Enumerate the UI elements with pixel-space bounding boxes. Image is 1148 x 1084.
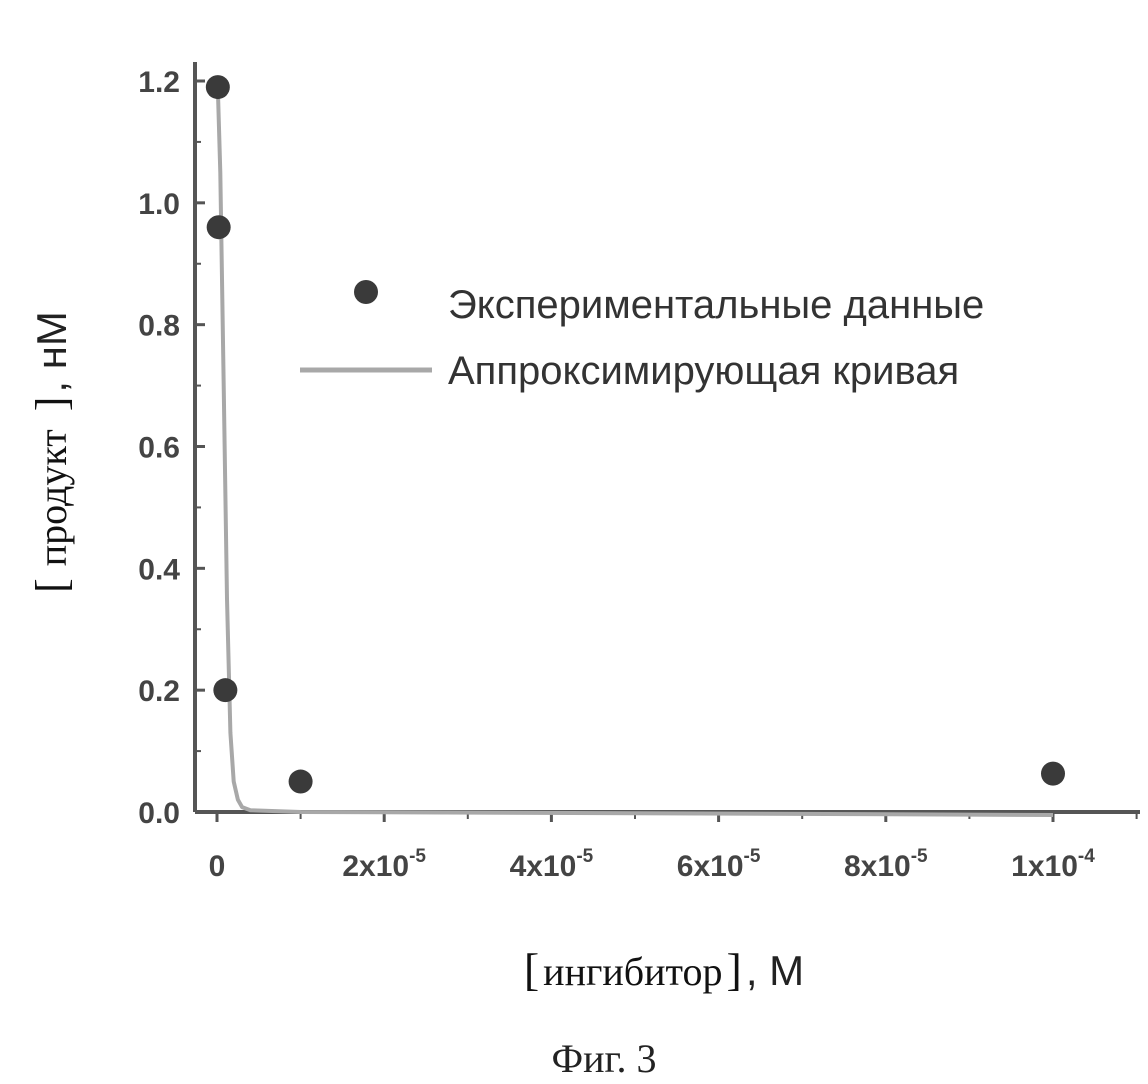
y-tick-label: 0.0: [138, 797, 180, 830]
fit-curve-group: [218, 87, 1053, 815]
x-tick-label: 0: [209, 850, 226, 883]
fit-curve: [218, 87, 1053, 815]
data-point: [289, 770, 313, 794]
y-label-unit: , нМ: [28, 311, 75, 393]
y-tick-label: 0.8: [138, 310, 180, 343]
x-tick-label: 1x10-4: [1011, 846, 1095, 883]
x-label-bracket-open: [: [524, 944, 539, 995]
x-tick-label: 2x10-5: [342, 846, 426, 883]
y-tick-label: 1.0: [138, 188, 180, 221]
y-tick-label: 0.6: [138, 432, 180, 465]
y-tick-label: 0.2: [138, 675, 180, 708]
y-tick-label: 1.2: [138, 66, 180, 99]
x-axis-label: [ ингибитор ] , М: [524, 944, 804, 995]
x-label-bracket-close: ]: [727, 944, 742, 995]
x-tick-label: 4x10-5: [510, 846, 594, 883]
y-label-name: продукт: [30, 429, 75, 566]
x-label-unit: , М: [746, 947, 804, 994]
x-label-name: ингибитор: [543, 949, 722, 994]
y-tick-label: 0.4: [138, 553, 180, 586]
figure-caption: Фиг. 3: [552, 1036, 657, 1081]
legend-label-line: Аппроксимирующая кривая: [448, 349, 959, 393]
y-axis-label: [ продукт ] , нМ: [27, 311, 76, 593]
y-label-bracket-open: [: [27, 578, 76, 593]
data-point: [213, 678, 237, 702]
data-points-group: [206, 75, 1065, 793]
x-tick-label: 6x10-5: [677, 846, 761, 883]
data-point: [207, 215, 231, 239]
legend: Экспериментальные данные Аппроксимирующа…: [300, 280, 984, 393]
plot-area: 0 2x10-5 4x10-5 6x10-5 8x10-5 1x10-4 0.0 0.2 0.…: [138, 62, 1140, 883]
x-ticks: 0 2x10-5 4x10-5 6x10-5 8x10-5 1x10-4: [209, 812, 1137, 883]
legend-label-scatter: Экспериментальные данные: [448, 283, 984, 327]
data-point: [206, 75, 230, 99]
data-point: [1041, 762, 1065, 786]
y-label-bracket-close: ]: [27, 397, 76, 412]
legend-marker-scatter: [354, 280, 378, 304]
x-tick-label: 8x10-5: [844, 846, 928, 883]
